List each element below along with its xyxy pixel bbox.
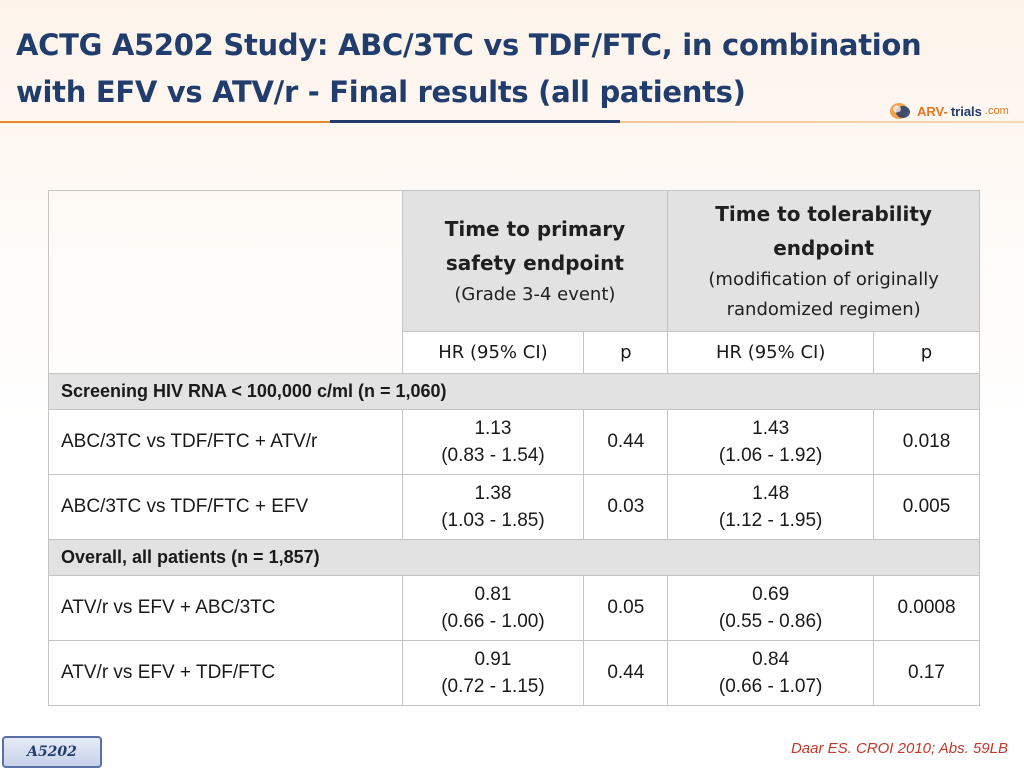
header-tolerability-title: Time to tolerability endpoint [715, 202, 932, 260]
p-primary-cell: 0.03 [583, 474, 669, 540]
ci-value: (0.66 - 1.07) [718, 676, 823, 697]
hr-value: 0.84 [752, 649, 790, 670]
section-title-screening: Screening HIV RNA < 100,000 c/ml (n = 1,… [48, 373, 980, 410]
subheader-hr-primary: HR (95% CI) [401, 331, 585, 374]
study-badge: A5202 [2, 736, 102, 768]
hr-primary-cell: 0.91 (0.72 - 1.15) [401, 640, 585, 706]
header-tolerability: Time to tolerability endpoint (modificat… [667, 190, 980, 332]
subheader-hr-tolerability: HR (95% CI) [667, 331, 875, 374]
hr-value: 0.81 [474, 584, 512, 605]
hr-value: 1.43 [752, 418, 790, 439]
p-tolerability-cell: 0.17 [873, 640, 980, 706]
p-primary-cell: 0.05 [583, 575, 669, 641]
arv-trials-logo: ARV-trials .com [888, 98, 1009, 124]
p-primary-cell: 0.44 [583, 409, 669, 475]
header-rule-navy [330, 120, 620, 123]
hr-value: 0.69 [752, 584, 790, 605]
hr-primary-cell: 1.38 (1.03 - 1.85) [401, 474, 585, 540]
slide-title: ACTG A5202 Study: ABC/3TC vs TDF/FTC, in… [16, 22, 956, 116]
subheader-p-tolerability: p [873, 331, 980, 374]
hr-tolerability-cell: 1.43 (1.06 - 1.92) [667, 409, 875, 475]
row-label: ABC/3TC vs TDF/FTC + EFV [48, 474, 403, 540]
row-label: ABC/3TC vs TDF/FTC + ATV/r [48, 409, 403, 475]
logo-text-trials: trials [950, 103, 982, 119]
table-row: ATV/r vs EFV + ABC/3TC 0.81 (0.66 - 1.00… [48, 575, 980, 641]
p-primary-cell: 0.44 [583, 640, 669, 706]
citation: Daar ES. CROI 2010; Abs. 59LB [790, 740, 1008, 757]
p-tolerability-cell: 0.005 [873, 474, 980, 540]
hr-primary-cell: 0.81 (0.66 - 1.00) [401, 575, 585, 641]
header-primary-safety-subtitle: (Grade 3-4 event) [454, 284, 616, 305]
hr-value: 1.13 [474, 418, 512, 439]
hr-value: 0.91 [474, 649, 512, 670]
subheader-p-primary: p [583, 331, 669, 374]
ci-value: (0.83 - 1.54) [441, 445, 545, 466]
header-primary-safety: Time to primary safety endpoint (Grade 3… [401, 190, 669, 332]
ci-value: (1.12 - 1.95) [718, 510, 823, 531]
ci-value: (0.66 - 1.00) [441, 611, 545, 632]
arv-trials-logo-icon [890, 103, 910, 119]
ci-value: (0.55 - 0.86) [718, 611, 823, 632]
hr-tolerability-cell: 1.48 (1.12 - 1.95) [667, 474, 875, 540]
table-row: ABC/3TC vs TDF/FTC + ATV/r 1.13 (0.83 - … [48, 409, 980, 475]
hr-tolerability-cell: 0.69 (0.55 - 0.86) [667, 575, 875, 641]
hr-value: 1.38 [474, 483, 512, 504]
ci-value: (1.03 - 1.85) [441, 510, 545, 531]
ci-value: (0.72 - 1.15) [441, 676, 545, 697]
section-header-row: Overall, all patients (n = 1,857) [48, 539, 980, 576]
p-tolerability-cell: 0.0008 [873, 575, 980, 641]
results-table: Time to primary safety endpoint (Grade 3… [48, 190, 980, 706]
row-label: ATV/r vs EFV + TDF/FTC [48, 640, 403, 706]
row-label: ATV/r vs EFV + ABC/3TC [48, 575, 403, 641]
hr-primary-cell: 1.13 (0.83 - 1.54) [401, 409, 585, 475]
table-row: ATV/r vs EFV + TDF/FTC 0.91 (0.72 - 1.15… [48, 640, 980, 706]
section-title-overall: Overall, all patients (n = 1,857) [48, 539, 980, 576]
table-row: ABC/3TC vs TDF/FTC + EFV 1.38 (1.03 - 1.… [48, 474, 980, 540]
table-subheader-row: HR (95% CI) p HR (95% CI) p [49, 331, 980, 374]
header-tolerability-subtitle: (modification of originally randomized r… [708, 269, 939, 320]
header-primary-safety-title: Time to primary safety endpoint [444, 217, 626, 275]
ci-value: (1.06 - 1.92) [718, 445, 823, 466]
table-group-header-row: Time to primary safety endpoint (Grade 3… [48, 190, 980, 374]
slide-title-line-2: with EFV vs ATV/r - Final results (all p… [16, 75, 746, 109]
hr-value: 1.48 [752, 483, 790, 504]
slide-title-line-1: ACTG A5202 Study: ABC/3TC vs TDF/FTC, in… [16, 28, 922, 62]
logo-text-com: .com [984, 105, 1009, 117]
hr-tolerability-cell: 0.84 (0.66 - 1.07) [667, 640, 875, 706]
table-corner-cell [48, 190, 403, 374]
section-header-row: Screening HIV RNA < 100,000 c/ml (n = 1,… [48, 373, 980, 410]
p-tolerability-cell: 0.018 [873, 409, 980, 475]
logo-text-arv: ARV- [917, 103, 948, 119]
